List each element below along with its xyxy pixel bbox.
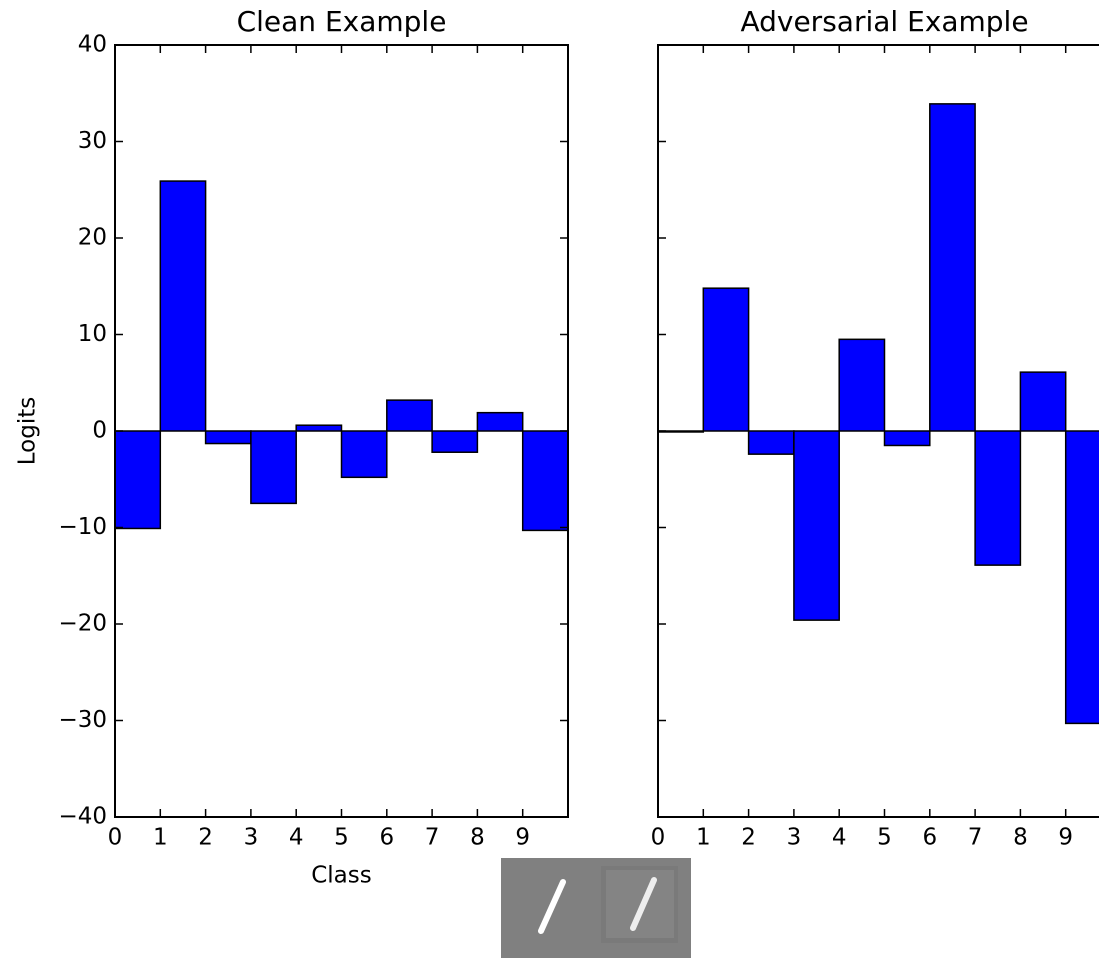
y-tick-label: 40 (78, 32, 107, 58)
y-axis-label: Logits (15, 397, 41, 465)
bar (431, 430, 479, 453)
x-tick-label: 6 (922, 825, 937, 851)
x-tick-label: 3 (787, 825, 802, 851)
x-tick-label: 9 (1058, 825, 1073, 851)
bar (250, 430, 297, 505)
bar (386, 399, 433, 432)
bar (1064, 430, 1099, 725)
x-tick-label: 7 (968, 825, 983, 851)
y-tick-label: −40 (58, 804, 107, 830)
x-tick-label: 0 (651, 825, 666, 851)
bar (974, 430, 1022, 566)
y-tick-label: −30 (58, 707, 107, 733)
adversarial-noise (606, 870, 674, 938)
bar (295, 424, 343, 432)
bar (793, 430, 840, 621)
y-tick-label: 0 (92, 418, 107, 444)
y-tick-label: 20 (78, 225, 107, 251)
x-tick-label: 3 (244, 825, 259, 851)
x-tick-label: 5 (334, 825, 349, 851)
digit-images (501, 858, 691, 958)
x-axis-label: Class (311, 863, 372, 889)
x-tick-label: 6 (379, 825, 394, 851)
y-tick-label: −10 (58, 514, 107, 540)
bar (114, 430, 162, 530)
y-tick-label: 30 (78, 128, 107, 154)
bar (747, 430, 795, 455)
bar (521, 430, 569, 532)
bar (929, 103, 976, 432)
x-tick-label: 2 (741, 825, 756, 851)
bar (340, 430, 388, 479)
x-tick-label: 1 (153, 825, 168, 851)
x-tick-label: 9 (515, 825, 530, 851)
x-tick-label: 8 (1013, 825, 1028, 851)
x-tick-label: 1 (696, 825, 711, 851)
bar (883, 430, 931, 447)
x-tick-label: 0 (108, 825, 123, 851)
bar (159, 180, 207, 432)
chart-title: Clean Example (237, 5, 447, 38)
x-tick-label: 7 (425, 825, 440, 851)
x-tick-label: 5 (877, 825, 892, 851)
bar (1019, 371, 1067, 432)
x-tick-label: 2 (198, 825, 213, 851)
clean-digit (538, 879, 566, 934)
bar (204, 430, 252, 445)
bar (702, 287, 750, 432)
x-tick-label: 4 (289, 825, 304, 851)
y-tick-label: 10 (78, 321, 107, 347)
bar (476, 411, 524, 432)
x-tick-label: 4 (832, 825, 847, 851)
y-tick-label: −20 (58, 611, 107, 637)
chart-title: Adversarial Example (740, 5, 1028, 38)
bar (838, 338, 886, 432)
x-tick-label: 8 (470, 825, 485, 851)
adversarial-digit (630, 877, 657, 931)
